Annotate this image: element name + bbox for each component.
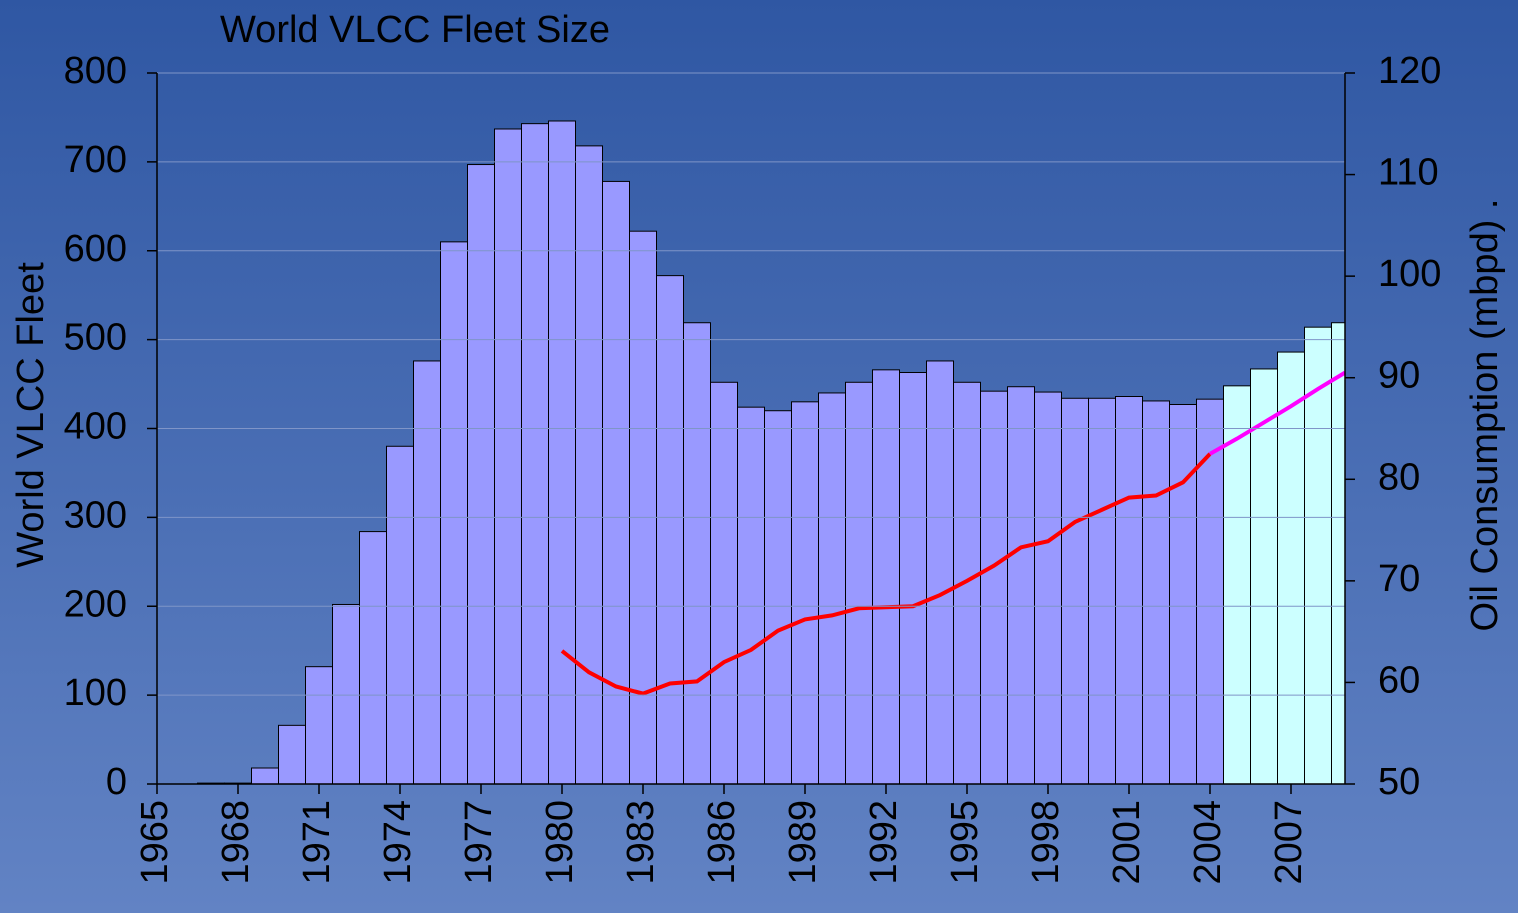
y2-tick-label: 80 bbox=[1378, 456, 1420, 498]
bar bbox=[251, 767, 279, 785]
y2-tick-label: 100 bbox=[1378, 253, 1441, 295]
bar bbox=[953, 381, 981, 785]
x-tick-label: 1980 bbox=[539, 800, 581, 885]
bar bbox=[1196, 398, 1224, 785]
x-tick-label: 1968 bbox=[215, 800, 257, 885]
bar bbox=[1142, 400, 1170, 785]
bar bbox=[1007, 386, 1035, 785]
bar bbox=[1169, 404, 1197, 785]
y-tick-label: 200 bbox=[64, 583, 127, 625]
y-tick-label: 0 bbox=[106, 761, 127, 803]
bar bbox=[602, 180, 630, 785]
bar bbox=[764, 410, 792, 785]
y-tick-label: 700 bbox=[64, 139, 127, 181]
bar bbox=[440, 241, 468, 785]
y-tick-label: 500 bbox=[64, 317, 127, 359]
bar bbox=[1277, 351, 1305, 785]
bar bbox=[413, 360, 441, 785]
x-tick-label: 2004 bbox=[1187, 800, 1229, 885]
bar bbox=[1061, 397, 1089, 785]
bar bbox=[467, 164, 495, 785]
y-axis-label: World VLCC Fleet bbox=[10, 262, 52, 568]
y2-tick-label: 70 bbox=[1378, 558, 1420, 600]
y-tick-label: 300 bbox=[64, 494, 127, 536]
bar bbox=[899, 372, 927, 785]
bar bbox=[683, 322, 711, 785]
y-tick-label: 100 bbox=[64, 672, 127, 714]
bar bbox=[872, 369, 900, 785]
bar bbox=[1088, 397, 1116, 785]
x-tick-label: 1983 bbox=[620, 800, 662, 885]
y2-tick-label: 110 bbox=[1378, 152, 1439, 194]
x-tick-label: 1995 bbox=[944, 800, 986, 885]
bar bbox=[332, 603, 360, 785]
y-tick-label: 800 bbox=[64, 50, 127, 92]
x-tick-label: 2007 bbox=[1268, 800, 1310, 885]
x-tick-label: 1965 bbox=[134, 800, 176, 885]
bar bbox=[1034, 391, 1062, 785]
bar bbox=[575, 145, 603, 785]
x-tick-label: 1974 bbox=[377, 800, 419, 885]
plot-area bbox=[197, 120, 1345, 785]
y-tick-label: 400 bbox=[64, 406, 127, 448]
x-tick-label: 1989 bbox=[782, 800, 824, 885]
y2-tick-label: 120 bbox=[1378, 50, 1441, 92]
bar bbox=[926, 360, 954, 785]
bar bbox=[521, 123, 549, 785]
y2-tick-label: 60 bbox=[1378, 659, 1420, 701]
bar bbox=[710, 381, 738, 785]
bar bbox=[494, 128, 522, 785]
y2-tick-label: 50 bbox=[1378, 761, 1420, 803]
bar bbox=[629, 230, 657, 785]
x-tick-label: 1998 bbox=[1025, 800, 1067, 885]
bar bbox=[386, 445, 414, 785]
x-tick-label: 1986 bbox=[701, 800, 743, 885]
bar bbox=[359, 531, 387, 785]
bar bbox=[980, 390, 1008, 785]
bar bbox=[818, 392, 846, 785]
bar bbox=[791, 401, 819, 785]
bar bbox=[656, 275, 684, 785]
bar bbox=[1250, 368, 1278, 785]
bar bbox=[305, 666, 333, 785]
bar bbox=[1115, 396, 1143, 785]
bar bbox=[737, 406, 765, 785]
bar bbox=[1331, 322, 1345, 785]
bar bbox=[845, 381, 873, 785]
line bbox=[1209, 370, 1345, 456]
x-tick-label: 1971 bbox=[296, 800, 338, 885]
y2-axis-label: Oil Consumption (mbpd) . bbox=[1464, 199, 1506, 632]
x-tick-label: 1977 bbox=[458, 800, 500, 885]
x-tick-label: 2001 bbox=[1106, 800, 1148, 885]
y-tick-label: 600 bbox=[64, 228, 127, 270]
x-tick-label: 1992 bbox=[863, 800, 905, 885]
chart-title: World VLCC Fleet Size bbox=[220, 9, 610, 51]
line bbox=[560, 452, 1212, 696]
y2-tick-label: 90 bbox=[1378, 355, 1420, 397]
bar bbox=[278, 724, 306, 785]
bar bbox=[548, 120, 576, 785]
